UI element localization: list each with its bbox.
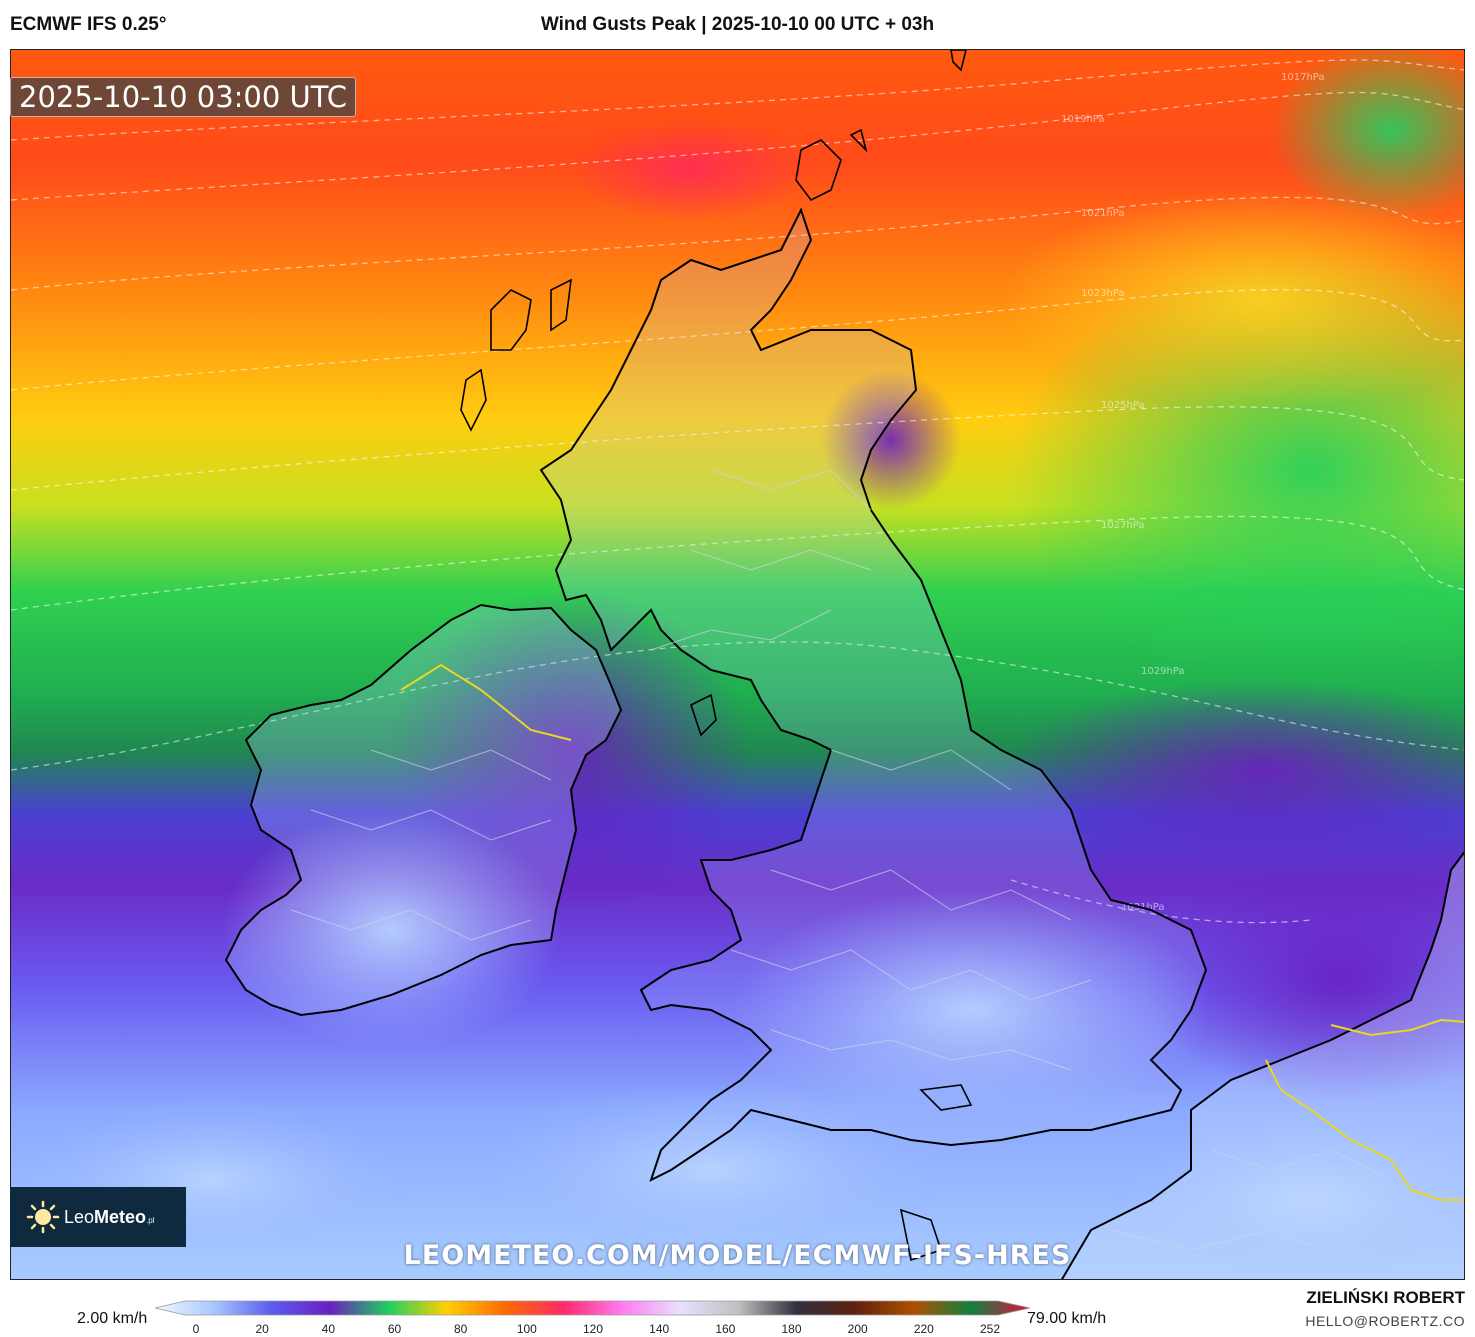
colorbar-tick-label: 252 <box>979 1322 1001 1336</box>
colorbar-tick-label: 80 <box>453 1322 468 1336</box>
leometeo-logo[interactable]: LeoMeteo.pl <box>10 1187 186 1247</box>
colorbar-tick-label: 200 <box>847 1322 868 1336</box>
colorbar-tick-label: 220 <box>913 1322 934 1336</box>
logo-wordmark: LeoMeteo.pl <box>64 1206 155 1227</box>
great-britain-coastline <box>539 207 1208 1182</box>
map-title: Wind Gusts Peak | 2025-10-10 00 UTC + 03… <box>540 14 935 35</box>
admin-boundaries <box>290 469 1392 1261</box>
ni-border <box>400 663 572 741</box>
colorbar-tick-label: 120 <box>582 1322 604 1336</box>
orkney <box>795 128 868 202</box>
isobar-label: 1017hPa <box>1281 72 1325 83</box>
colorbar-tick-label: 180 <box>781 1322 802 1336</box>
author-credit: ZIELIŃSKI ROBERT <box>1306 1288 1465 1307</box>
valid-time-badge: 2025-10-10 03:00 UTC <box>10 77 357 117</box>
model-name: ECMWF IFS 0.25° <box>10 14 167 35</box>
colorbar-tick-label: 60 <box>387 1322 402 1336</box>
isobar-label: 1021hPa <box>1081 208 1125 219</box>
colorbar-tick-label: 40 <box>321 1322 336 1336</box>
ireland-coastline <box>224 603 623 1017</box>
colorbar-tick-label: 140 <box>649 1322 670 1336</box>
shetland <box>950 50 967 72</box>
colorbar <box>155 1300 1030 1316</box>
sun-icon <box>26 1200 60 1234</box>
colorbar-tick-label: 100 <box>516 1322 537 1336</box>
isle-of-wight <box>919 1084 973 1111</box>
url-watermark: LEOMETEO.COM/MODEL/ECMWF-IFS-HRES <box>403 1240 1072 1271</box>
colorbar-tick-label: 0 <box>192 1322 200 1336</box>
legend-max-label: 79.00 km/h <box>1027 1310 1107 1327</box>
map-panel[interactable]: 1017hPa 1019hPa 1021hPa 1023hPa 1025hPa … <box>10 49 1465 1280</box>
channel-islands <box>899 1208 943 1262</box>
nl-be-border <box>1330 1018 1464 1037</box>
isobar-label: 1019hPa <box>1061 114 1105 125</box>
author-email: HELLO@ROBERTZ.CO <box>1305 1313 1465 1329</box>
be-fr-border <box>1265 1059 1464 1201</box>
isobar-label: 1025hPa <box>1101 400 1145 411</box>
colorbar-tick-label: 160 <box>715 1322 736 1336</box>
isobar-label: 1023hPa <box>1081 288 1125 299</box>
wind-gust-field: 1017hPa 1019hPa 1021hPa 1023hPa 1025hPa … <box>11 50 1464 1279</box>
hebrides <box>460 278 572 432</box>
isobar-label: 1027hPa <box>1101 520 1145 531</box>
legend-min-label: 2.00 km/h <box>77 1310 148 1327</box>
colorbar-tick-label: 20 <box>255 1322 269 1336</box>
isle-of-man <box>690 693 717 737</box>
isobar-label: 1029hPa <box>1141 666 1185 677</box>
